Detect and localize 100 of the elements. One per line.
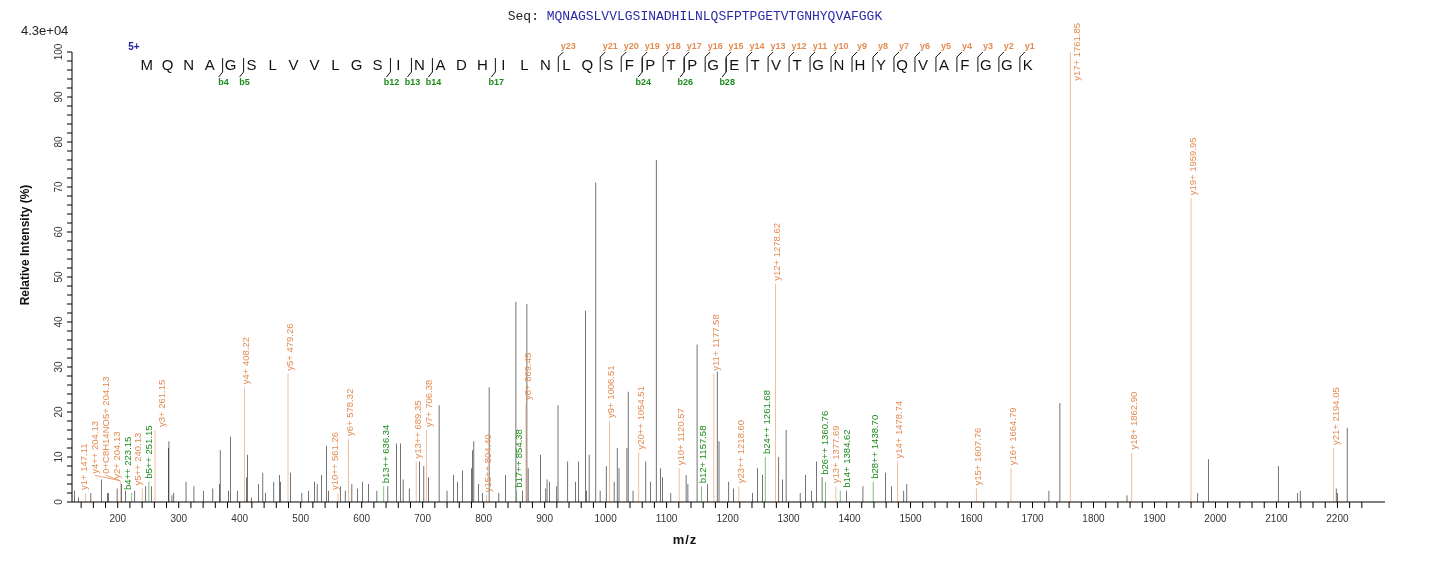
x-tick-label: 900 [536,513,554,524]
data-label: y8+ 869.45 [521,352,533,400]
y-tick-label: 50 [53,271,64,283]
x-tick-label: 1100 [655,513,678,524]
x-tick-label: 1200 [716,513,740,524]
data-label: y12 [791,41,807,51]
category-label: G [1001,56,1013,73]
data-label: y21+ 2194.05 [1329,387,1341,445]
data-label: b5++ 251.15 [143,425,155,479]
x-tick-label: 2100 [1265,513,1289,524]
data-label: y10 [833,41,849,51]
category-label: G [707,56,719,73]
chart-title: Seq: MQNAGSLVVLGSINADHILNLQSFPTPGETVTGNHYQVAFGGK [507,9,883,24]
x-tick-label: 500 [292,513,310,524]
x-tick-label: 1500 [899,513,923,524]
data-label: y15 [728,41,744,51]
data-label: y23++ 1218.60 [734,419,746,484]
data-label: b12+ 1157.58 [697,425,709,484]
y-axis-title: Relative Intensity (%) [18,184,32,306]
data-label: y14 [749,41,765,51]
category-label: A [938,56,949,73]
y-tick-label: 40 [53,316,64,328]
data-label: b4++ 223.15 [121,436,133,490]
y-tick-label: 80 [53,136,64,148]
data-label: b17++ 854.38 [512,429,524,488]
x-tick-label: 1800 [1082,513,1106,524]
category-label: L [520,56,529,73]
category-label: S [246,56,257,73]
category-label: N [183,56,195,73]
annotation: 5+ [128,41,140,52]
category-label: P [645,56,656,73]
data-label: y15+ 1607.76 [972,427,984,486]
category-label: F [960,56,970,73]
x-tick-label: 800 [475,513,493,524]
data-label: y5 [940,41,951,51]
data-label: b14 [425,77,442,87]
data-label: y11+ 1177.58 [709,314,721,371]
data-label: y13++ 689.35 [411,400,423,459]
x-tick-label: 2200 [1326,513,1349,524]
x-tick-label: 600 [353,513,371,524]
data-label: y15++ 804.40 [482,434,494,493]
category-label: L [268,56,277,73]
x-tick-label: 200 [109,513,127,524]
category-label: V [771,56,782,73]
data-label: y16 [707,41,723,51]
data-label: y23 [560,41,576,51]
category-label: F [624,56,634,73]
category-label: Y [875,56,887,73]
category-label: S [603,56,614,73]
data-label: b26 [677,77,693,87]
data-label: b17 [488,77,505,87]
category-label: A [435,56,446,73]
category-label: K [1022,56,1033,73]
data-label: y5+ 479.26 [283,323,295,371]
data-label: b24 [635,77,651,87]
data-label: y4 [961,41,972,51]
category-label: H [476,56,488,73]
category-label: G [350,56,363,73]
y-tick-label: 10 [53,451,64,463]
x-tick-label: 400 [231,513,249,524]
x-tick-label: 1400 [838,513,862,524]
data-label: b4 [218,77,229,87]
category-label: G [224,56,237,73]
data-label: b13 [404,77,421,87]
y-tick-label: 0 [53,498,64,505]
data-label: b28 [719,77,735,87]
data-label: y17 [686,41,702,51]
category-label: I [501,56,506,73]
x-tick-label: 300 [170,513,188,524]
category-label: N [539,56,551,73]
category-label: G [812,56,824,73]
data-label: b28++ 1438.70 [868,414,880,479]
category-label: E [729,56,740,73]
category-label: V [309,56,320,73]
category-label: D [455,56,467,73]
x-tick-label: 1900 [1143,513,1167,524]
data-label: y19 [644,41,660,51]
category-label: L [331,56,340,73]
x-axis-title: m/z [672,532,698,547]
category-label: I [396,56,401,73]
data-label: y6 [919,41,930,51]
data-label: y3+ 261.15 [156,379,168,427]
data-label: y14+ 1478.74 [893,400,905,459]
data-label: y5++ 240.13 [132,432,144,486]
data-label: y18+ 1862.90 [1127,391,1139,450]
category-label: Q [896,56,908,73]
data-label: y7+ 706.38 [422,379,434,427]
data-label: y2+ 204.13 [110,431,122,479]
x-tick-label: 2000 [1204,513,1228,524]
x-tick-label: 700 [414,513,432,524]
data-label: y10++ 561.26 [328,431,340,490]
y-tick-label: 60 [53,226,64,238]
data-label: y12+ 1278.62 [771,222,783,281]
data-label: y3 [982,41,993,51]
data-label: y8 [877,41,889,51]
y-tick-label: 20 [53,406,64,418]
data-label: y9+ 1006.51 [605,365,617,418]
data-label: y20 [623,41,639,51]
category-label: N [833,56,845,73]
x-tick-label: 1000 [594,513,618,524]
